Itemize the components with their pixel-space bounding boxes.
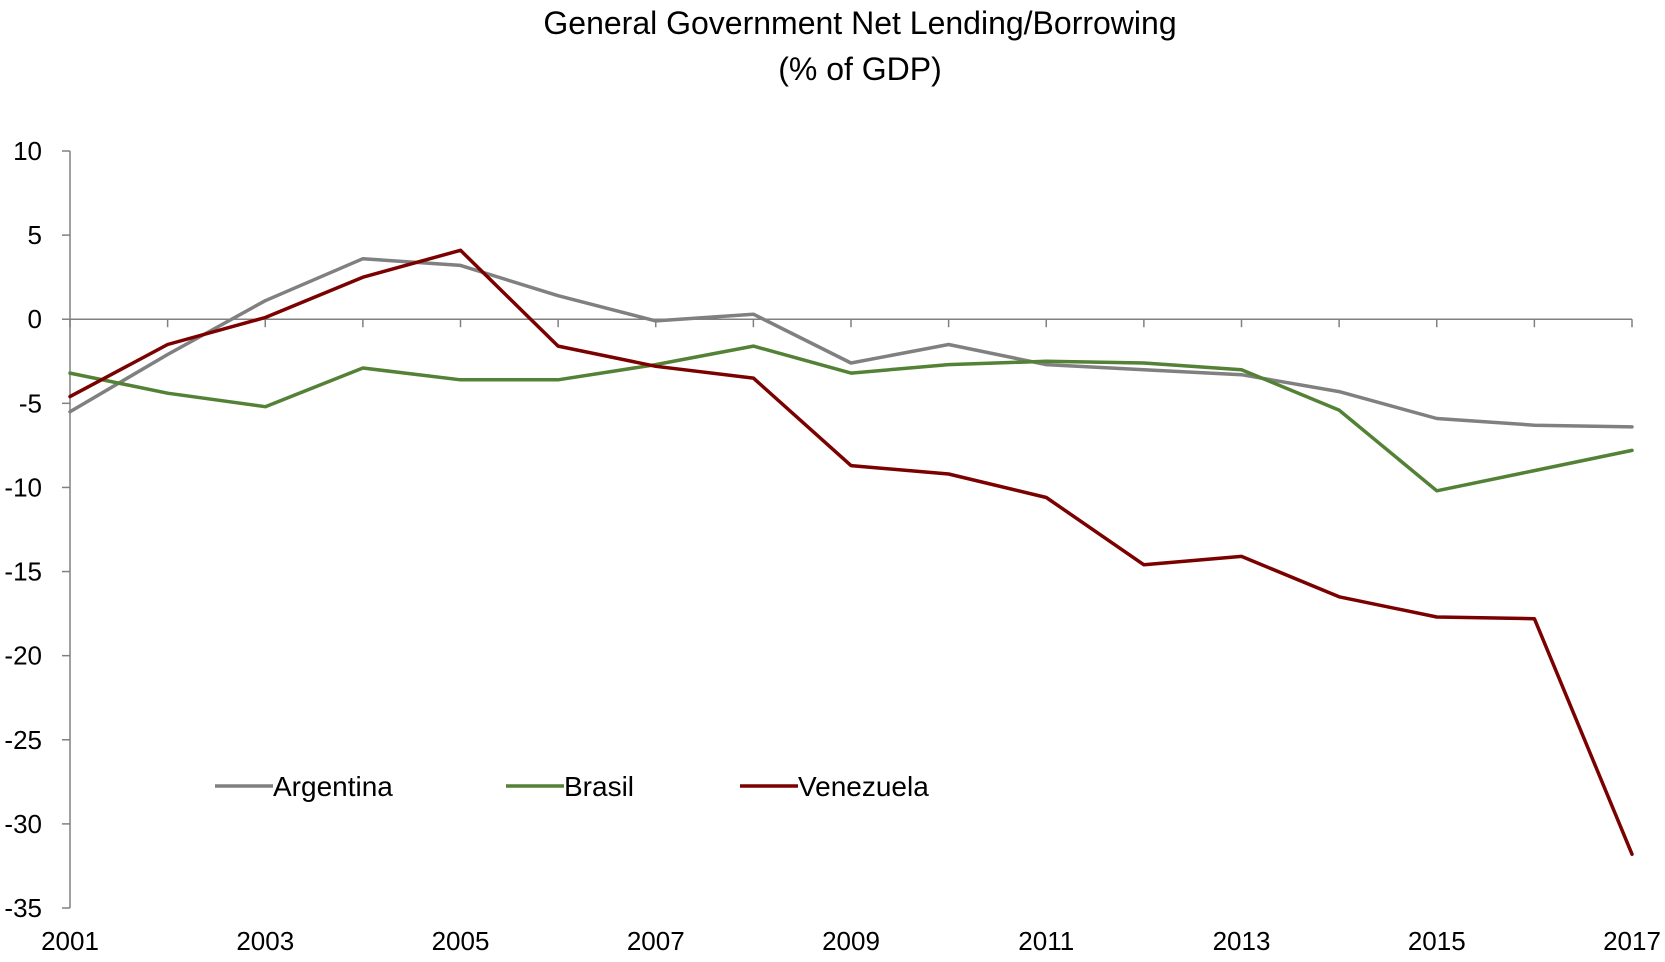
y-tick-label: 10 [13, 136, 42, 166]
series-line-brasil [68, 344, 1634, 493]
x-tick-label: 2015 [1408, 926, 1466, 956]
series-line-venezuela [68, 248, 1634, 856]
legend-label-argentina: Argentina [273, 771, 393, 802]
y-tick-label: -25 [4, 725, 42, 755]
y-tick-label: -30 [4, 809, 42, 839]
legend: Argentina Brasil Venezuela [215, 771, 929, 802]
series-line-argentina [68, 256, 1634, 429]
x-tick-label: 2007 [627, 926, 685, 956]
y-axis: 10 5 0 -5 -10 -15 -20 -25 -30 -35 [4, 136, 71, 923]
y-tick-label: -15 [4, 557, 42, 587]
x-tick-label: 2013 [1213, 926, 1271, 956]
x-tick-label: 2003 [236, 926, 294, 956]
chart-title: General Government Net Lending/Borrowing [543, 5, 1176, 41]
x-tick-label: 2009 [822, 926, 880, 956]
series-layer [68, 248, 1634, 856]
x-axis: 2001 2003 2005 2007 2009 2011 2013 2015 2017 [41, 318, 1661, 956]
y-tick-label: -35 [4, 893, 42, 923]
x-tick-label: 2011 [1018, 926, 1074, 956]
y-tick-label: -10 [4, 472, 42, 502]
y-tick-label: -20 [4, 641, 42, 671]
y-tick-label: -5 [19, 388, 42, 418]
y-tick-label: 0 [28, 304, 42, 334]
chart-subtitle: (% of GDP) [778, 51, 942, 87]
x-tick-label: 2001 [41, 926, 99, 956]
x-tick-label: 2017 [1603, 926, 1661, 956]
legend-label-venezuela: Venezuela [798, 771, 929, 802]
y-tick-label: 5 [28, 220, 42, 250]
x-tick-label: 2005 [432, 926, 490, 956]
legend-label-brasil: Brasil [564, 771, 634, 802]
